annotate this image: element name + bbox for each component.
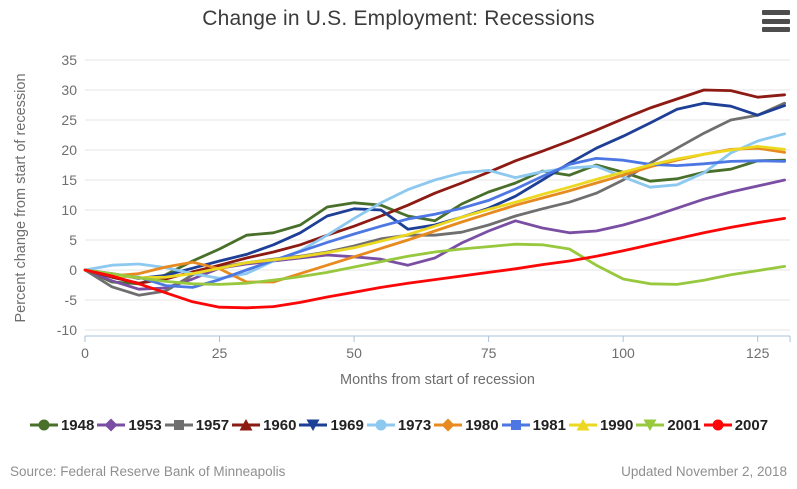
x-tick-label: 75 [481,345,497,361]
legend-item-1973[interactable]: 1973 [366,417,431,434]
legend-marker-circle-icon [366,419,395,431]
hamburger-icon [762,27,790,32]
legend-label: 2007 [734,416,769,434]
legend-marker-diamond-icon [97,418,126,432]
legend-item-1990[interactable]: 1990 [568,417,633,434]
x-tick-label: 125 [746,345,770,361]
y-axis-title: Percent change from start of recession [13,73,29,323]
legend-item-1960[interactable]: 1960 [231,417,296,434]
legend-item-1981[interactable]: 1981 [501,417,566,434]
chart-area: Change in U.S. Employment: Recessions 35… [13,7,791,388]
legend-label: 1957 [195,416,230,434]
series-line-1948[interactable] [83,158,786,286]
legend-label: 1990 [599,416,634,434]
series-line-1990[interactable] [83,145,786,280]
legend-marker-square-icon [164,420,193,430]
legend-marker-circle-icon [29,419,58,431]
y-tick-label: 10 [61,202,77,218]
x-tick-label: 100 [611,345,635,361]
legend-marker-triangle-icon [568,419,597,431]
legend-marker-triangle-icon [232,419,261,431]
x-axis-title: Months from start of recession [339,372,535,388]
series-line-2001[interactable] [83,242,786,286]
y-tick-label: -10 [57,322,77,338]
y-tick-label: -5 [65,292,78,308]
x-tick-label: 25 [212,345,228,361]
hamburger-icon [762,18,790,24]
y-tick-label: 25 [61,112,77,128]
legend-marker-diamond-icon [434,418,463,432]
legend-label: 1980 [465,416,499,434]
y-tick-label: 35 [61,52,77,68]
legend-label: 1948 [60,416,95,434]
legend-item-1948[interactable]: 1948 [29,417,94,434]
updated-date: Updated November 2, 2018 [621,464,787,479]
series-line-1960[interactable] [83,88,786,285]
legend-item-1980[interactable]: 1980 [433,416,499,434]
y-tick-label: 0 [69,262,77,278]
legend-item-2007[interactable]: 2007 [703,417,768,434]
legend-item-1969[interactable]: 1969 [298,416,364,434]
series-line-1957[interactable] [83,101,786,297]
x-tick-label: 0 [81,345,89,361]
chart-context-menu-button[interactable] [760,10,790,32]
legend-marker-square-icon [501,420,530,430]
legend-label: 2001 [667,416,701,434]
legend-label: 1953 [128,416,162,434]
legend-item-1957[interactable]: 1957 [164,417,229,434]
source-credit: Source: Federal Reserve Bank of Minneapo… [10,464,286,479]
y-tick-label: 15 [61,172,77,188]
legend-label: 1960 [263,416,297,434]
legend-item-2001[interactable]: 2001 [635,416,701,434]
y-tick-label: 20 [61,142,77,158]
footer: Source: Federal Reserve Bank of Minneapo… [0,464,797,479]
legend-marker-triangle-down-icon [636,419,665,431]
legend-label: 1981 [532,416,566,434]
series-line-1973[interactable] [83,132,786,280]
legend-item-1953[interactable]: 1953 [96,416,162,434]
series-line-2007[interactable] [83,217,786,310]
chart-title: Change in U.S. Employment: Recessions [202,7,595,30]
y-tick-label: 5 [69,232,77,248]
y-tick-label: 30 [61,82,77,98]
x-tick-label: 50 [346,345,362,361]
hamburger-icon [762,10,790,15]
legend-label: 1969 [330,416,364,434]
legend-marker-triangle-down-icon [299,419,328,431]
legend: 1948 1953 1957 1960 1969 1973 1980 1981 1990 2001… [0,400,797,450]
legend-marker-circle-icon [703,419,732,431]
legend-label: 1973 [397,416,432,434]
